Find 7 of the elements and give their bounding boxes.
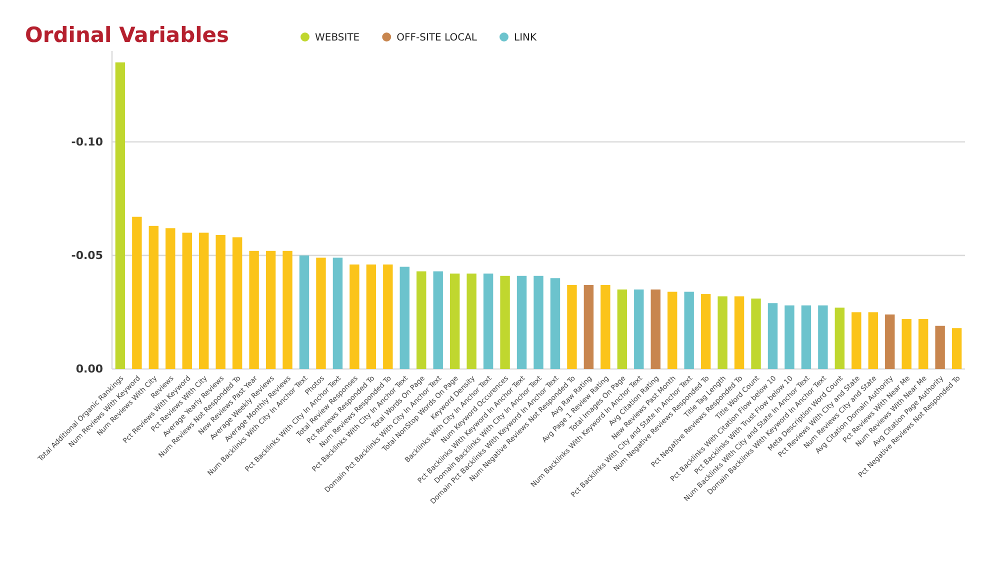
legend-label: LINK [514, 32, 537, 44]
y-tick-label: -0.10 [71, 135, 104, 148]
legend-label: OFF-SITE LOCAL [396, 32, 478, 44]
legend-label: WEBSITE [315, 32, 360, 44]
chart-title: Ordinal Variables [25, 23, 230, 47]
y-tick-label: 0.00 [76, 362, 104, 376]
y-tick-label: -0.05 [71, 248, 103, 262]
